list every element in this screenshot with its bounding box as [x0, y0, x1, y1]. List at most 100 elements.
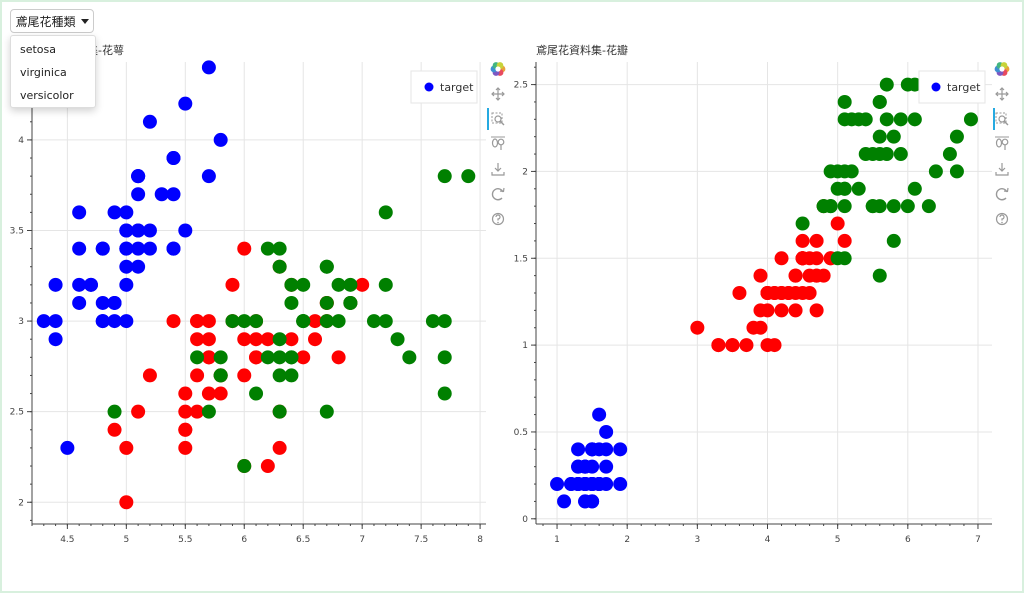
data-point-virginica — [284, 350, 299, 365]
data-point-setosa — [578, 477, 593, 492]
data-point-virginica — [272, 350, 287, 365]
petal-scatter-chart[interactable]: 鳶尾花資料集-花瓣 1 2 3 4 5 6 7 0 0.5 1 1.5 2 2.5 target — [512, 2, 1024, 595]
data-point-versicolor — [296, 350, 311, 365]
data-point-versicolor — [131, 404, 146, 419]
data-point-versicolor — [795, 233, 810, 248]
data-point-virginica — [319, 404, 334, 419]
data-point-virginica — [378, 277, 393, 292]
wheel-zoom-icon[interactable] — [995, 136, 1009, 150]
data-point-setosa — [95, 241, 110, 256]
data-point-virginica — [260, 350, 275, 365]
data-point-versicolor — [746, 320, 761, 335]
legend-label: target — [947, 81, 981, 94]
legend-marker — [424, 82, 434, 92]
data-point-versicolor — [331, 350, 346, 365]
data-point-setosa — [585, 442, 600, 457]
data-point-versicolor — [142, 368, 157, 383]
data-point-setosa — [571, 442, 586, 457]
data-point-virginica — [331, 277, 346, 292]
data-point-versicolor — [774, 303, 789, 318]
bokeh-logo-icon[interactable] — [994, 62, 1010, 76]
data-point-virginica — [437, 314, 452, 329]
chart-title: 鳶尾花資料集-花瓣 — [536, 43, 628, 57]
data-point-virginica — [390, 332, 405, 347]
menu-item-versicolor[interactable]: versicolor — [20, 89, 74, 102]
data-point-versicolor — [119, 495, 134, 510]
data-point-versicolor — [260, 459, 275, 474]
data-point-virginica — [213, 368, 228, 383]
data-point-versicolor — [201, 350, 216, 365]
data-point-virginica — [190, 350, 205, 365]
box-zoom-icon[interactable] — [993, 108, 1009, 130]
data-point-versicolor — [760, 303, 775, 318]
data-point-versicolor — [767, 286, 782, 300]
data-point-virginica — [402, 350, 417, 365]
y-tick-label: 1.5 — [514, 254, 528, 264]
data-point-setosa — [154, 187, 169, 202]
data-point-versicolor — [753, 268, 768, 283]
y-tick-label: 3 — [18, 317, 24, 327]
data-point-setosa — [95, 295, 110, 310]
data-point-setosa — [119, 277, 134, 292]
data-point-versicolor — [225, 277, 240, 292]
data-point-virginica — [437, 386, 452, 401]
data-point-virginica — [201, 404, 216, 419]
data-point-setosa — [131, 187, 146, 202]
bokeh-logo-icon[interactable] — [490, 62, 506, 76]
data-point-setosa — [131, 223, 146, 238]
data-point-setosa — [119, 241, 134, 256]
data-point-setosa — [48, 314, 63, 329]
data-point-versicolor — [355, 277, 370, 292]
save-icon[interactable] — [995, 163, 1009, 176]
data-point-virginica — [249, 314, 264, 329]
wheel-zoom-icon[interactable] — [491, 136, 505, 150]
reset-icon[interactable] — [995, 187, 1009, 201]
menu-item-virginica[interactable]: virginica — [20, 66, 67, 79]
data-point-versicolor — [774, 251, 789, 266]
grid — [536, 62, 992, 524]
pan-icon[interactable] — [995, 87, 1009, 101]
x-tick-label: 5 — [835, 535, 841, 545]
axes: 4.5 5 5.5 6 6.5 7 7.5 8 2 2.5 3 3.5 4 — [10, 62, 486, 545]
species-dropdown-button[interactable]: 鳶尾花種類 — [10, 9, 94, 33]
data-point-versicolor — [201, 332, 216, 347]
pan-icon[interactable] — [491, 87, 505, 101]
data-point-versicolor — [178, 422, 193, 437]
data-point-versicolor — [795, 251, 810, 266]
data-point-virginica — [837, 94, 852, 109]
x-tick-label: 3 — [694, 535, 700, 545]
data-point-versicolor — [788, 268, 803, 283]
data-point-virginica — [343, 295, 358, 310]
data-point-setosa — [72, 277, 87, 292]
data-point-versicolor — [201, 386, 216, 401]
data-point-setosa — [578, 494, 593, 509]
data-point-virginica — [378, 314, 393, 329]
grid — [32, 62, 486, 524]
data-point-virginica — [949, 164, 964, 179]
data-point-setosa — [557, 494, 572, 509]
help-icon[interactable] — [491, 212, 505, 226]
data-point-virginica — [437, 169, 452, 184]
x-tick-label: 8 — [477, 535, 483, 545]
dropdown-label: 鳶尾花種類 — [15, 14, 76, 29]
reset-icon[interactable] — [491, 187, 505, 201]
legend-label: target — [440, 81, 474, 94]
data-point-versicolor — [767, 338, 782, 353]
data-point-virginica — [907, 181, 922, 196]
data-point-versicolor — [739, 338, 754, 353]
data-point-setosa — [166, 151, 181, 166]
box-zoom-icon[interactable] — [487, 108, 505, 130]
data-point-virginica — [319, 314, 334, 329]
data-point-virginica — [872, 147, 887, 162]
species-dropdown-menu: setosa virginica versicolor — [10, 35, 96, 108]
data-point-versicolor — [837, 233, 852, 248]
data-point-versicolor — [190, 404, 205, 419]
data-point-setosa — [599, 459, 614, 474]
data-point-virginica — [237, 314, 252, 329]
help-icon[interactable] — [995, 212, 1009, 226]
data-point-versicolor — [178, 386, 193, 401]
data-point-virginica — [886, 233, 901, 248]
menu-item-setosa[interactable]: setosa — [20, 43, 57, 56]
save-icon[interactable] — [491, 163, 505, 176]
